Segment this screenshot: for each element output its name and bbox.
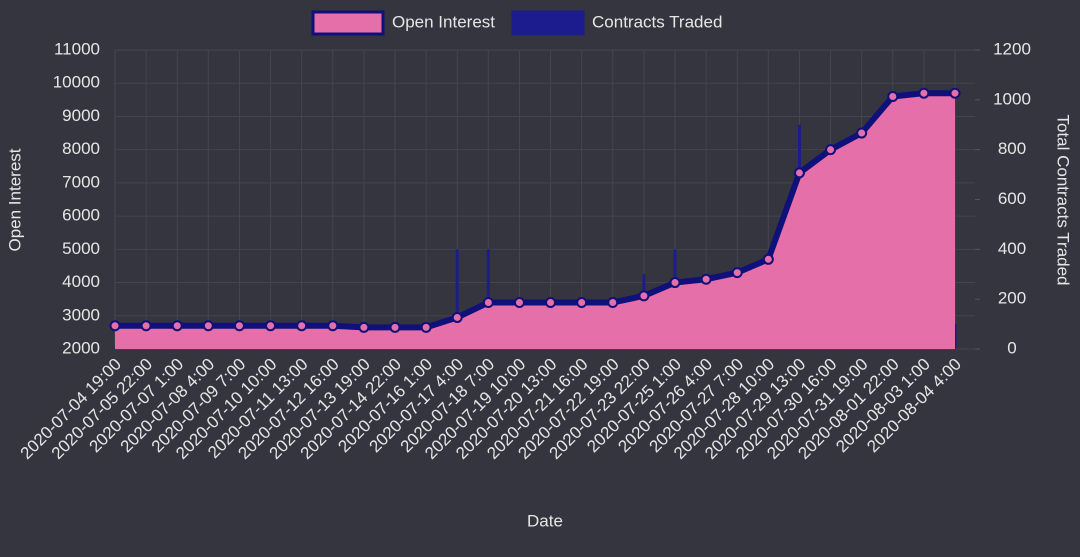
point [856,127,868,139]
legend-label: Contracts Traded [592,12,722,31]
point [296,320,308,332]
point [140,320,152,332]
y-tick-label: 7000 [62,172,100,191]
point [918,87,930,99]
point [700,273,712,285]
point [420,321,432,333]
area [115,93,955,349]
x-axis-title: Date [527,511,563,530]
point [762,253,774,265]
point [202,320,214,332]
point [545,296,557,308]
y-tick-label: 11000 [54,39,100,58]
line [115,90,955,331]
legend-label: Open Interest [392,12,495,31]
area-layer [109,87,961,349]
bar [455,249,459,349]
y-tick-label: 9000 [62,106,100,125]
point [513,296,525,308]
y-tick-label: 2000 [62,338,100,357]
point [233,320,245,332]
legend-swatch [311,10,385,36]
point [109,320,121,332]
y-axis-title: Open Interest [5,148,24,251]
point [327,320,339,332]
y2-tick-label: 800 [998,139,1026,158]
point [669,277,681,289]
point [482,296,494,308]
point [389,321,401,333]
y-tick-label: 6000 [62,206,100,225]
point [949,87,961,99]
point [358,321,370,333]
point [731,267,743,279]
point [638,290,650,302]
y-tick-label: 10000 [53,73,100,92]
point [793,167,805,179]
y2-axis-title: Total Contracts Traded [1054,114,1073,285]
legend-swatch [511,10,585,36]
y-tick-label: 5000 [62,239,100,258]
y-tick-label: 4000 [62,272,100,291]
point [887,91,899,103]
point [576,296,588,308]
y2-tick-label: 200 [998,289,1026,308]
point [825,144,837,156]
y-tick-label: 8000 [62,139,100,158]
point [607,296,619,308]
y2-tick-label: 1200 [993,39,1031,58]
y2-tick-label: 400 [998,239,1026,258]
point [265,320,277,332]
y2-tick-label: 600 [998,189,1026,208]
y-tick-label: 3000 [62,305,100,324]
point [171,320,183,332]
y2-tick-label: 0 [1007,338,1016,357]
point [451,311,463,323]
y2-tick-label: 1000 [993,89,1031,108]
